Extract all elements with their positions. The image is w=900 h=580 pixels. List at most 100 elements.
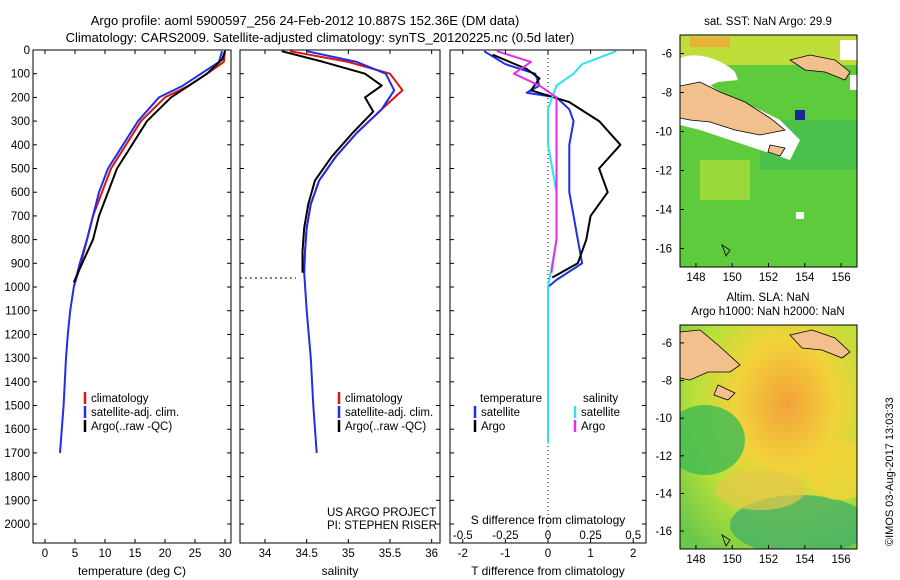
depth-tick-label: 1400 bbox=[4, 377, 30, 389]
sst-warm-patch bbox=[700, 160, 750, 200]
s-tick-label: 0.25 bbox=[579, 530, 601, 542]
depth-axis: 0 100 200 300 400 500 600 700 800 900 1000 1100 1200… bbox=[4, 45, 231, 531]
figure-title-line1: Argo profile: aoml 5900597_256 24-Feb-20… bbox=[91, 13, 520, 28]
sla-map: Altim. SLA: NaN Argo h1000: NaN h2000: N… bbox=[655, 292, 858, 566]
salinity-legend: climatology satellite-adj. clim. Argo(..… bbox=[337, 392, 433, 433]
legend-climatology-label: climatology bbox=[345, 393, 403, 405]
sst-lat-axis: -6 -8 -10 -12 -14 -16 bbox=[655, 49, 684, 255]
legend-salinity-header: salinity bbox=[583, 393, 618, 405]
island-land bbox=[767, 144, 786, 157]
salinity-panel: 34 34.5 35 35.5 36 climatology satellite-adj… bbox=[239, 49, 441, 578]
lat-tick-label: -6 bbox=[662, 338, 672, 350]
x-tick-label: 20 bbox=[159, 548, 172, 560]
depth-tick-label: 1500 bbox=[4, 401, 30, 413]
sst-map-canvas bbox=[680, 35, 870, 267]
sla-high-mid bbox=[715, 470, 805, 510]
lon-tick-label: 152 bbox=[759, 554, 778, 566]
series-line-satellite-adj-clim bbox=[59, 50, 223, 453]
legend-satellite-label: satellite-adj. clim. bbox=[91, 407, 179, 419]
difference-panel: temperature salinity satellite Argo sate… bbox=[449, 49, 647, 578]
temperature-series-lines bbox=[59, 50, 226, 453]
project-annotation: US ARGO PROJECT bbox=[327, 507, 436, 519]
depth-tick-label: 1100 bbox=[5, 306, 30, 318]
difference-legend: temperature salinity satellite Argo sate… bbox=[473, 393, 620, 433]
depth-tick-label: 100 bbox=[11, 69, 30, 81]
legend-s-satellite-label: satellite bbox=[581, 407, 620, 419]
lon-tick-label: 156 bbox=[831, 554, 850, 566]
s-tick-label: 0.5 bbox=[625, 530, 641, 542]
x-tick-label: 34.5 bbox=[295, 548, 317, 560]
depth-tick-label: 1800 bbox=[4, 472, 30, 484]
depth-tick-label: 1200 bbox=[4, 329, 30, 341]
x-tick-label: 10 bbox=[99, 548, 112, 560]
island-land bbox=[713, 384, 736, 401]
bougainville-land bbox=[858, 88, 870, 105]
lon-tick-label: 154 bbox=[795, 554, 815, 566]
x-tick-label: 15 bbox=[129, 548, 142, 560]
t-difference-x-axis: -2 -1 0 1 2 bbox=[458, 50, 636, 560]
figure-title-line2: Climatology: CARS2009. Satellite-adjuste… bbox=[66, 30, 575, 45]
lon-tick-label: 148 bbox=[686, 272, 705, 284]
legend-climatology-label: climatology bbox=[91, 393, 149, 405]
lat-tick-label: -12 bbox=[655, 451, 672, 463]
x-tick-label: 25 bbox=[189, 548, 202, 560]
x-tick-label: 36 bbox=[425, 548, 438, 560]
sst-missing-a bbox=[840, 40, 857, 60]
sla-map-canvas bbox=[680, 325, 857, 549]
reef-outline bbox=[721, 534, 731, 547]
difference-depth-ticks bbox=[450, 49, 646, 525]
sst-missing-b bbox=[850, 75, 857, 90]
lat-tick-label: -12 bbox=[655, 165, 672, 177]
sst-cold-pixel bbox=[795, 110, 805, 120]
legend-argo-label: Argo(..raw -QC) bbox=[91, 421, 172, 433]
depth-tick-label: 0 bbox=[24, 45, 30, 57]
x-tick-label: 30 bbox=[219, 548, 232, 560]
sst-missing-c bbox=[796, 212, 804, 219]
s-tick-label: -0.25 bbox=[492, 530, 518, 542]
x-tick-label: 34 bbox=[259, 548, 272, 560]
lat-tick-label: -6 bbox=[662, 49, 672, 61]
new-guinea-land bbox=[680, 81, 786, 136]
sla-lat-axis: -6 -8 -10 -12 -14 -16 bbox=[655, 338, 684, 538]
x-tick-label: -2 bbox=[458, 548, 468, 560]
temperature-legend: climatology satellite-adj. clim. Argo(..… bbox=[83, 392, 179, 433]
difference-series-lines bbox=[483, 50, 622, 444]
temperature-panel: 0100200300400500600700800900100011001200… bbox=[4, 45, 232, 578]
legend-temperature-header: temperature bbox=[480, 393, 542, 405]
sst-map-title: sat. SST: NaN Argo: 29.9 bbox=[704, 16, 832, 28]
depth-tick-label: 1300 bbox=[4, 353, 30, 365]
depth-tick-label: 900 bbox=[11, 258, 30, 270]
lat-tick-label: -14 bbox=[655, 488, 672, 500]
x-tick-label: 5 bbox=[72, 548, 78, 560]
legend-argo-label: Argo(..raw -QC) bbox=[345, 421, 426, 433]
reef-outline bbox=[721, 244, 731, 257]
depth-tick-label: 300 bbox=[11, 116, 30, 128]
lon-tick-label: 156 bbox=[831, 272, 850, 284]
legend-t-argo-label: Argo bbox=[481, 421, 505, 433]
t-difference-label: T difference from climatology bbox=[471, 564, 625, 578]
lon-tick-label: 154 bbox=[795, 272, 815, 284]
s-difference-label: S difference from climatology bbox=[471, 513, 626, 527]
lon-tick-label: 150 bbox=[723, 554, 742, 566]
depth-tick-label: 200 bbox=[11, 92, 30, 104]
x-tick-label: 35.5 bbox=[379, 548, 401, 560]
x-tick-label: 35 bbox=[342, 548, 355, 560]
depth-tick-label: 400 bbox=[11, 140, 30, 152]
new-britain-land bbox=[789, 54, 851, 81]
lat-tick-label: -8 bbox=[662, 88, 672, 100]
sla-lon-axis: 148 150 152 154 156 bbox=[686, 545, 851, 566]
lat-tick-label: -14 bbox=[655, 204, 672, 216]
salinity-series-lines bbox=[281, 50, 404, 453]
legend-t-satellite-label: satellite bbox=[481, 407, 520, 419]
depth-tick-label: 500 bbox=[11, 164, 30, 176]
lon-tick-label: 148 bbox=[686, 554, 705, 566]
depth-tick-label: 800 bbox=[11, 235, 30, 247]
lat-tick-label: -16 bbox=[655, 243, 672, 255]
lat-tick-label: -16 bbox=[655, 526, 672, 538]
depth-tick-label: 1700 bbox=[4, 448, 30, 460]
depth-tick-label: 2000 bbox=[4, 519, 30, 531]
x-tick-label: -1 bbox=[500, 548, 510, 560]
new-britain-land bbox=[789, 329, 851, 359]
sla-map-title2: Argo h1000: NaN h2000: NaN bbox=[691, 306, 844, 318]
